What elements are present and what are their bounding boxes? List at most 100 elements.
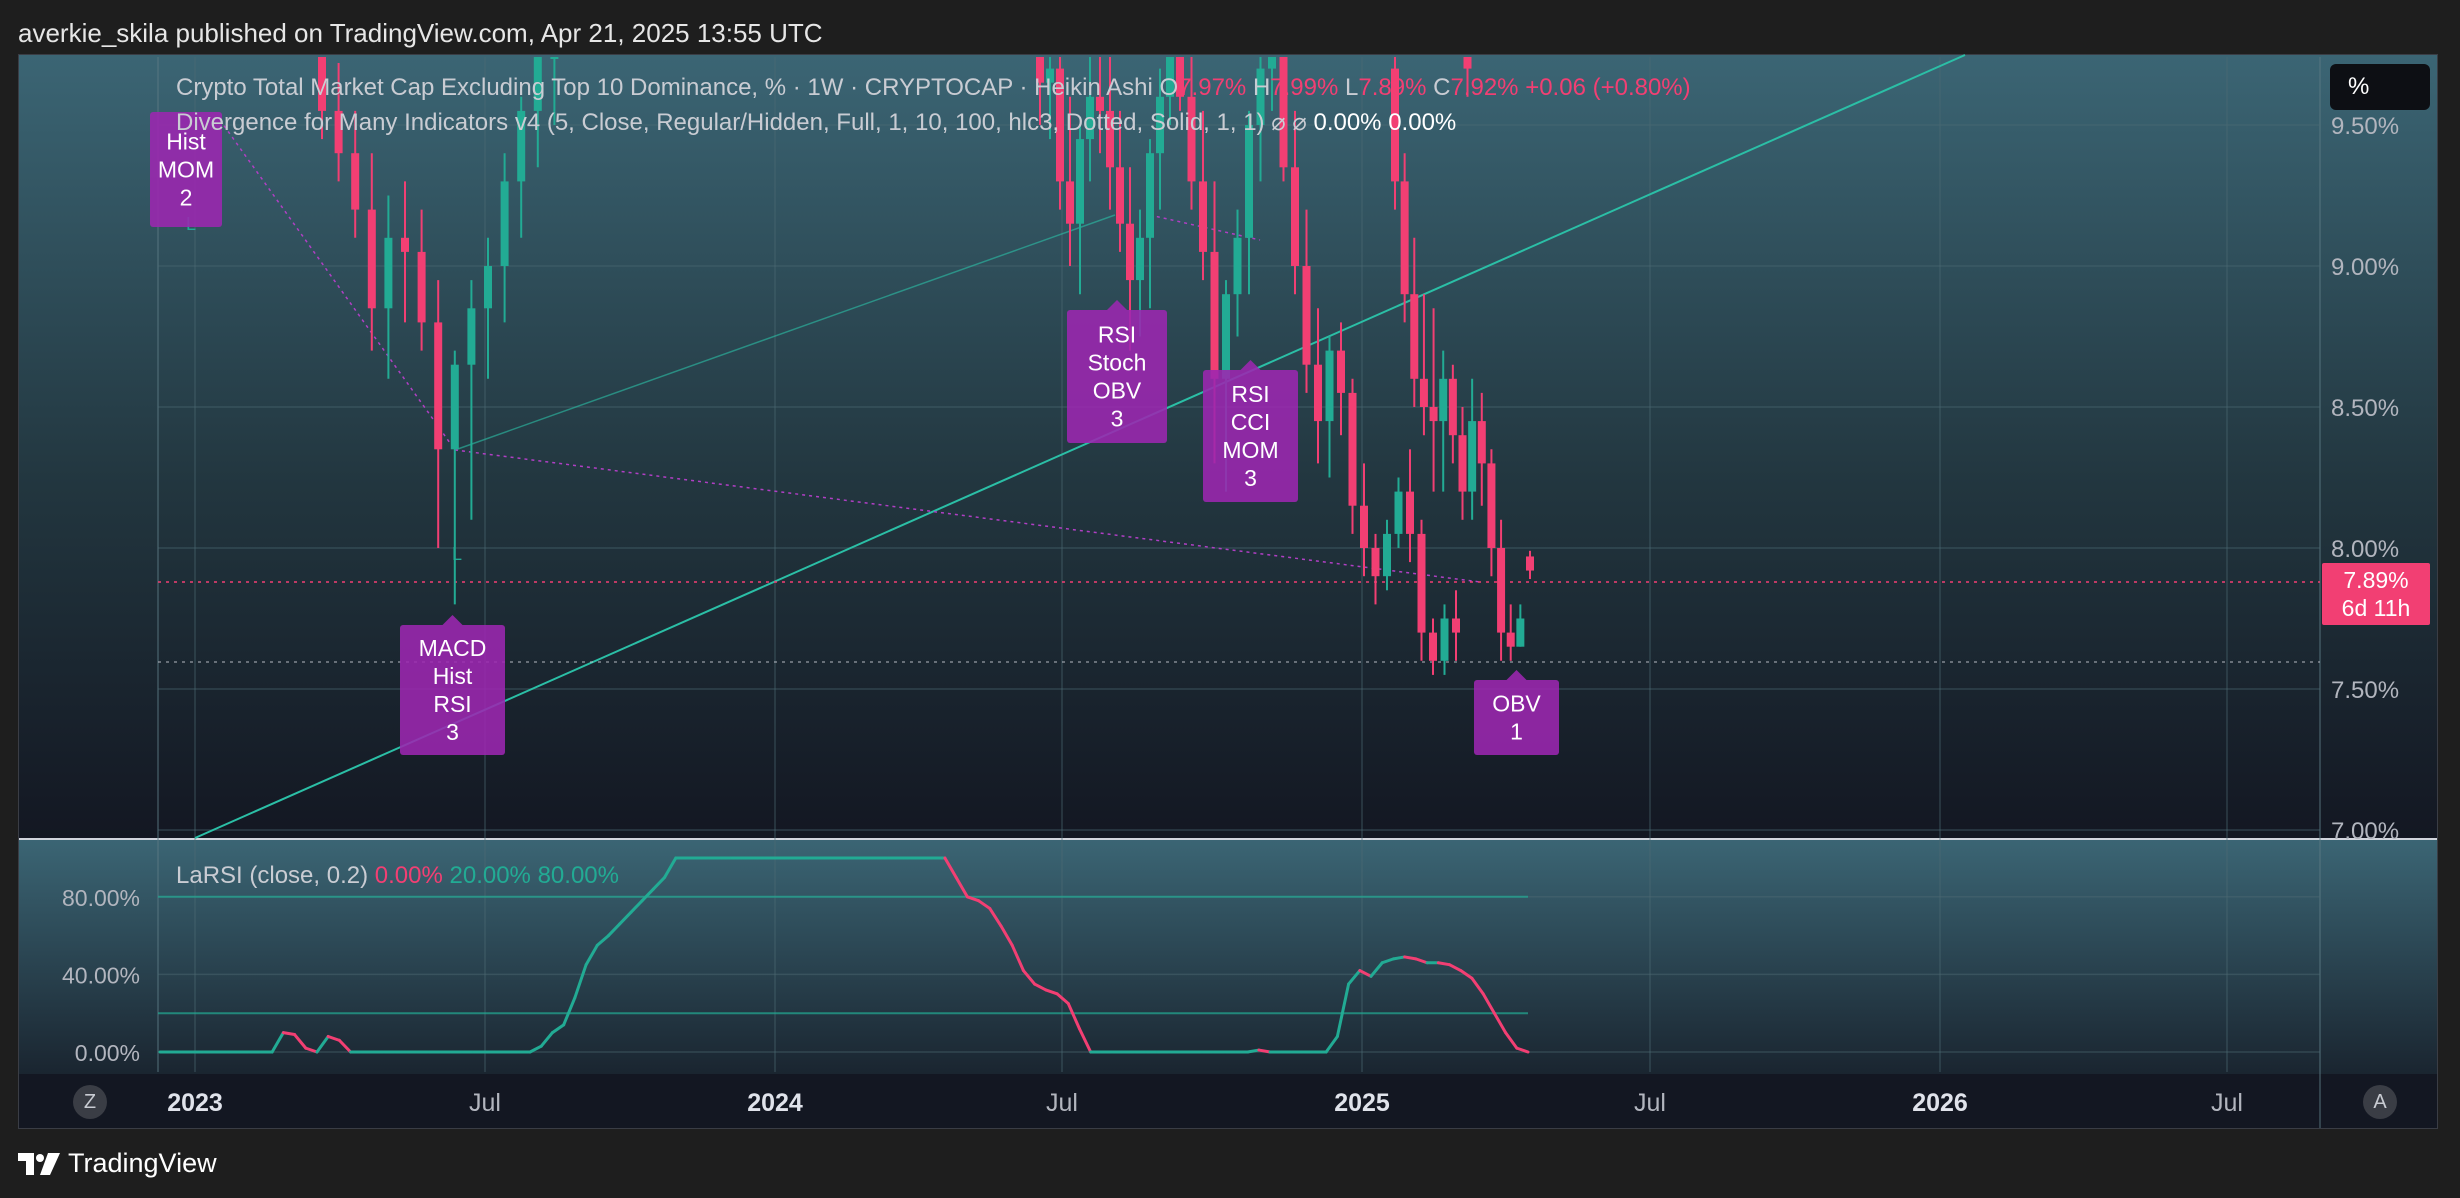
larsi-segment bbox=[1414, 957, 1429, 965]
larsi-segment bbox=[337, 1038, 353, 1054]
empty-set-icon-2: ⌀ bbox=[1292, 109, 1307, 136]
candle-body bbox=[1096, 96, 1104, 111]
divergence-label-text: RSI bbox=[1231, 381, 1269, 407]
open-value: 7.97% bbox=[1178, 74, 1247, 101]
divergence-label-text: 3 bbox=[1111, 406, 1124, 432]
larsi-segment bbox=[607, 922, 622, 938]
divergence-label-text: RSI bbox=[1098, 322, 1136, 348]
larsi-segment bbox=[1470, 976, 1485, 996]
x-tick-label: Jul bbox=[2211, 1089, 2243, 1117]
larsi-segment bbox=[1335, 982, 1351, 1038]
candle-body bbox=[1439, 378, 1448, 422]
divergence-marker: L bbox=[452, 544, 462, 564]
candle-body bbox=[1076, 139, 1084, 224]
larsi-value-3: 80.00% bbox=[537, 862, 619, 889]
candle-body bbox=[1066, 181, 1074, 224]
larsi-segment bbox=[1459, 969, 1474, 980]
candle-body bbox=[1222, 294, 1230, 379]
larsi-segment bbox=[1021, 969, 1037, 986]
candle-body bbox=[1056, 68, 1064, 182]
candle-body bbox=[1256, 68, 1265, 125]
candle-body bbox=[1477, 421, 1486, 464]
candle-body bbox=[1291, 167, 1299, 266]
larsi-segment bbox=[943, 856, 958, 879]
larsi-legend[interactable]: LaRSI (close, 0.2) 0.00% 20.00% 80.00% bbox=[176, 862, 619, 890]
larsi-segment bbox=[573, 963, 588, 1000]
larsi-segment bbox=[1481, 992, 1496, 1015]
divergence-label-box bbox=[400, 625, 505, 755]
larsi-segment bbox=[1403, 955, 1418, 961]
candle-body bbox=[1448, 378, 1457, 436]
x-tick-label: Jul bbox=[1634, 1089, 1666, 1117]
divergence-label-pointer bbox=[1107, 300, 1127, 310]
candle-body bbox=[1487, 463, 1496, 548]
indicator-value-2: 0.00% bbox=[1388, 109, 1457, 136]
close-value: 7.92% bbox=[1450, 74, 1519, 101]
candle-body bbox=[1391, 68, 1399, 182]
candle-body bbox=[1383, 533, 1391, 577]
candle-body bbox=[1468, 421, 1477, 492]
candle-body bbox=[517, 110, 526, 182]
candle-body bbox=[550, 57, 559, 59]
auto-scale-button[interactable]: A bbox=[2363, 1085, 2397, 1119]
divergence-label-text: MOM bbox=[158, 157, 214, 183]
x-tick-label: Jul bbox=[469, 1089, 501, 1117]
candle-body bbox=[1268, 57, 1276, 69]
divergence-label-text: OBV bbox=[1093, 378, 1142, 404]
larsi-segment bbox=[1436, 961, 1452, 967]
divergence-label-text: 1 bbox=[1510, 719, 1523, 745]
main-legend[interactable]: Crypto Total Market Cap Excluding Top 10… bbox=[176, 74, 1691, 102]
price-badge: 7.89% 6d 11h bbox=[2322, 563, 2430, 625]
brand[interactable]: TradingView bbox=[18, 1148, 217, 1179]
candle-body bbox=[401, 237, 409, 252]
timezone-z-button[interactable]: Z bbox=[73, 1085, 107, 1119]
candle-body bbox=[384, 237, 393, 309]
candle-body bbox=[1400, 181, 1409, 295]
candle-body bbox=[450, 364, 459, 450]
larsi-segment bbox=[270, 1031, 285, 1054]
candle-body bbox=[1506, 632, 1515, 647]
percent-scale-button[interactable]: % bbox=[2330, 64, 2430, 110]
divergence-label-text: OBV bbox=[1492, 691, 1541, 717]
candle-body bbox=[1429, 407, 1438, 422]
larsi-segment bbox=[1492, 1011, 1508, 1035]
larsi-segment bbox=[1391, 955, 1407, 961]
candle-body bbox=[334, 110, 343, 154]
larsi-segment bbox=[293, 1033, 308, 1050]
larsi-segment bbox=[1066, 1002, 1081, 1031]
larsi-segment bbox=[1358, 969, 1373, 978]
larsi-title: LaRSI (close, 0.2) bbox=[176, 862, 369, 889]
divergence-label-box bbox=[1203, 370, 1298, 502]
x-tick-label: 2026 bbox=[1912, 1089, 1968, 1117]
larsi-segment bbox=[528, 1044, 543, 1054]
candle-body bbox=[1166, 57, 1174, 97]
bar-countdown: 6d 11h bbox=[2341, 595, 2411, 621]
candle-body bbox=[351, 153, 360, 210]
candle-body bbox=[1086, 96, 1094, 140]
candle-body bbox=[1176, 57, 1184, 97]
high-value: 7.99% bbox=[1270, 74, 1339, 101]
candle-body bbox=[1106, 110, 1114, 168]
larsi-segment bbox=[315, 1034, 330, 1054]
larsi-segment bbox=[1380, 957, 1395, 965]
candle-body bbox=[1126, 223, 1134, 281]
divergence-dotted-line-2 bbox=[219, 119, 456, 451]
larsi-segment bbox=[663, 856, 678, 879]
candle-body bbox=[467, 308, 476, 365]
larsi-segment bbox=[988, 906, 1003, 928]
candle-body bbox=[1497, 548, 1506, 633]
time-axis-bg bbox=[19, 1074, 2437, 1128]
x-tick-label: 2023 bbox=[167, 1089, 223, 1117]
indicator-legend[interactable]: Divergence for Many Indicators v4 (5, Cl… bbox=[176, 108, 1456, 137]
divergence-label-box bbox=[1067, 310, 1167, 443]
candle-body bbox=[434, 322, 443, 450]
divergence-label-text: 2 bbox=[180, 185, 193, 211]
brand-name: TradingView bbox=[68, 1148, 217, 1178]
chart-frame bbox=[18, 54, 2438, 1129]
divergence-label-pointer bbox=[1240, 360, 1261, 370]
